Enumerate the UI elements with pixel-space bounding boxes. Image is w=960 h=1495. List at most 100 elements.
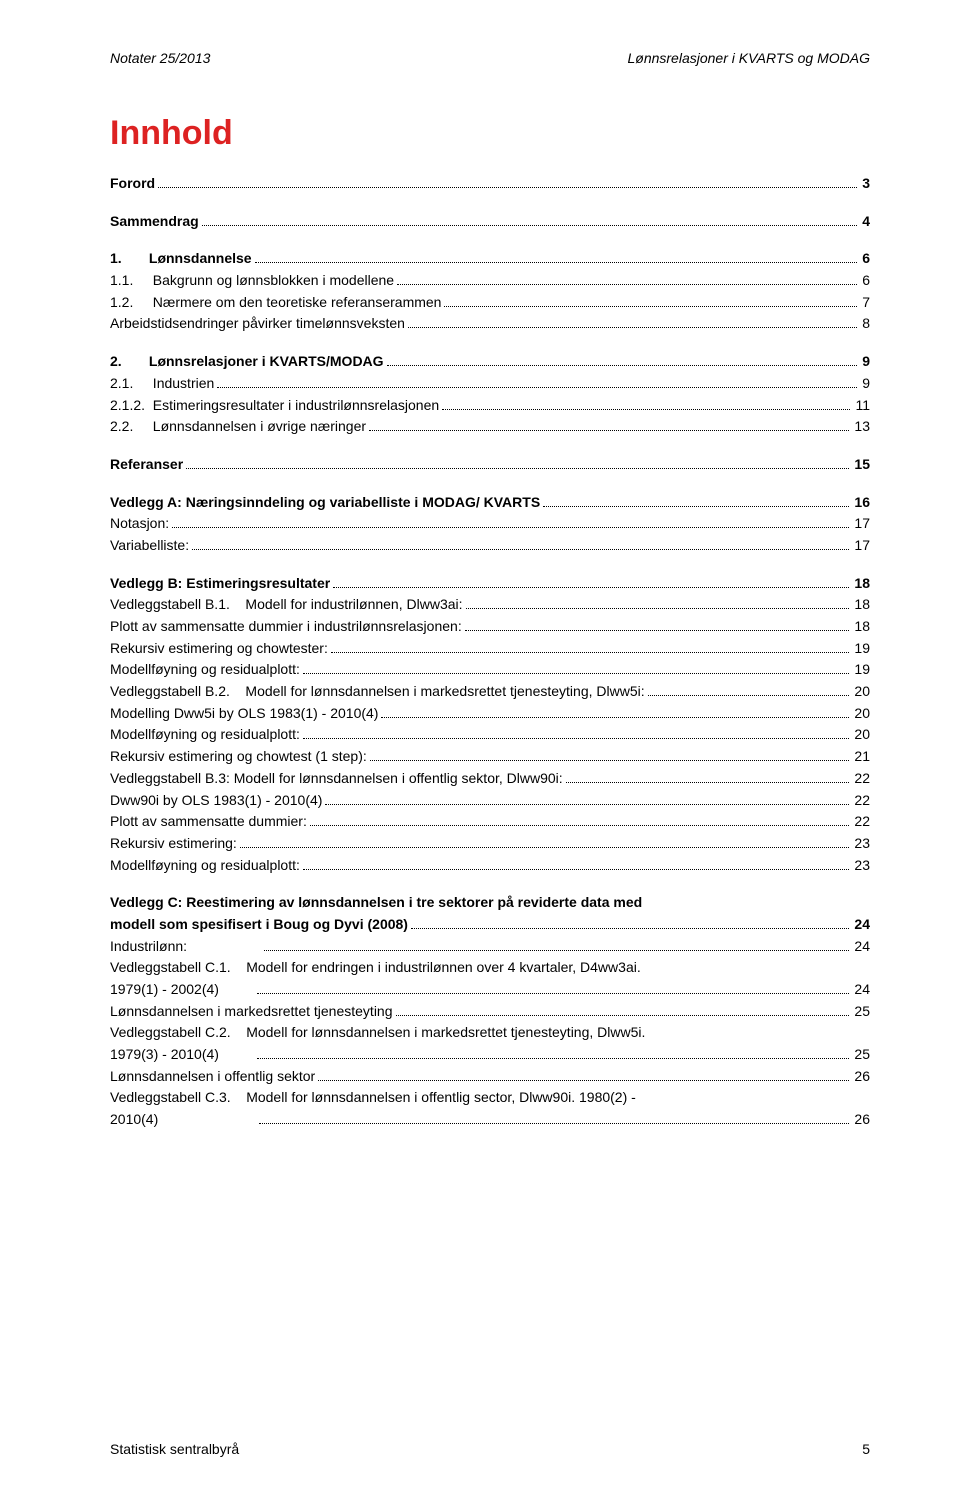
- toc-entry: Vedlegg A: Næringsinndeling og variabell…: [110, 492, 870, 514]
- toc-entry: Rekursiv estimering:23: [110, 833, 870, 855]
- toc-entry-label: Modellføyning og residualplott:: [110, 724, 300, 746]
- toc-leader: [303, 738, 850, 739]
- toc-entry-label: Rekursiv estimering og chowtest (1 step)…: [110, 746, 367, 768]
- toc-entry: Arbeidstidsendringer påvirker timelønnsv…: [110, 313, 870, 335]
- toc-entry-page: 15: [852, 454, 870, 476]
- toc-block: Vedlegg A: Næringsinndeling og variabell…: [110, 492, 870, 557]
- toc-entry-label: 1. Lønnsdannelse: [110, 248, 252, 270]
- toc-entry-page: 25: [852, 1044, 870, 1066]
- toc-entry: 1979(3) - 2010(4) 25: [110, 1044, 870, 1066]
- toc-block: Vedlegg C: Reestimering av lønnsdannelse…: [110, 892, 870, 1131]
- toc-entry-label: Notasjon:: [110, 513, 169, 535]
- toc-entry-label: 1.2. Nærmere om den teoretiske referanse…: [110, 292, 441, 314]
- toc-leader: [303, 673, 850, 674]
- toc-entry-label: Vedlegg A: Næringsinndeling og variabell…: [110, 492, 540, 514]
- toc-entry-page: 4: [860, 211, 870, 233]
- toc-entry: 1979(1) - 2002(4) 24: [110, 979, 870, 1001]
- toc-leader: [543, 506, 849, 507]
- toc-entry-label: Modellføyning og residualplott:: [110, 659, 300, 681]
- table-of-contents: Forord3 Sammendrag4 1. Lønnsdannelse 6 1.1. …: [110, 173, 870, 1131]
- toc-entry: Variabelliste: 17: [110, 535, 870, 557]
- toc-entry: 1.2. Nærmere om den teoretiske referanse…: [110, 292, 870, 314]
- toc-entry-page: 26: [852, 1066, 870, 1088]
- toc-entry-page: 16: [852, 492, 870, 514]
- toc-entry-label: Plott av sammensatte dummier:: [110, 811, 307, 833]
- toc-entry: Vedleggstabell C.2. Modell for lønnsdann…: [110, 1022, 870, 1044]
- toc-entry: Plott av sammensatte dummier:22: [110, 811, 870, 833]
- toc-entry-label: Modelling Dww5i by OLS 1983(1) - 2010(4): [110, 703, 378, 725]
- toc-entry-page: 9: [860, 373, 870, 395]
- toc-entry-label: 1.1. Bakgrunn og lønnsblokken i modellen…: [110, 270, 394, 292]
- footer-left: Statistisk sentralbyrå: [110, 1441, 239, 1457]
- toc-leader: [158, 187, 857, 188]
- toc-entry-label: Vedleggstabell C.3. Modell for lønnsdann…: [110, 1087, 636, 1109]
- toc-entry-label: Dww90i by OLS 1983(1) - 2010(4): [110, 790, 322, 812]
- toc-leader: [465, 630, 850, 631]
- toc-entry: Vedleggstabell B.1. Modell for industril…: [110, 594, 870, 616]
- toc-leader: [333, 587, 849, 588]
- toc-leader: [259, 1123, 850, 1124]
- toc-entry: Vedleggstabell C.1. Modell for endringen…: [110, 957, 870, 979]
- toc-block: 1. Lønnsdannelse 6 1.1. Bakgrunn og lønnsb…: [110, 248, 870, 335]
- toc-entry-label: Plott av sammensatte dummier i industril…: [110, 616, 462, 638]
- toc-entry-page: 20: [852, 681, 870, 703]
- toc-entry-label: Vedleggstabell B.3: Modell for lønnsdann…: [110, 768, 563, 790]
- toc-leader: [396, 1015, 850, 1016]
- toc-leader: [369, 430, 849, 431]
- toc-leader: [318, 1080, 849, 1081]
- header-left: Notater 25/2013: [110, 50, 210, 66]
- toc-entry: Lønnsdannelsen i markedsrettet tjenestey…: [110, 1001, 870, 1023]
- toc-leader: [202, 225, 858, 226]
- toc-leader: [444, 306, 857, 307]
- toc-entry-label: Variabelliste:: [110, 535, 189, 557]
- toc-leader: [257, 993, 849, 994]
- toc-entry-page: 26: [852, 1109, 870, 1131]
- toc-entry-page: 6: [860, 270, 870, 292]
- toc-entry: Rekursiv estimering og chowtest (1 step)…: [110, 746, 870, 768]
- toc-leader: [566, 782, 850, 783]
- toc-entry-label: Lønnsdannelsen i offentlig sektor: [110, 1066, 315, 1088]
- toc-entry-label: Vedleggstabell C.2. Modell for lønnsdann…: [110, 1022, 645, 1044]
- page-header: Notater 25/2013 Lønnsrelasjoner i KVARTS…: [110, 50, 870, 66]
- toc-entry-page: 8: [860, 313, 870, 335]
- toc-leader: [466, 608, 850, 609]
- toc-entry: Referanser 15: [110, 454, 870, 476]
- toc-entry-label: Referanser: [110, 454, 183, 476]
- toc-entry: Vedleggstabell B.3: Modell for lønnsdann…: [110, 768, 870, 790]
- toc-entry: 2.2. Lønnsdannelsen i øvrige næringer13: [110, 416, 870, 438]
- toc-entry-label: Modellføyning og residualplott:: [110, 855, 300, 877]
- toc-entry-page: 24: [852, 914, 870, 936]
- toc-leader: [381, 717, 849, 718]
- toc-entry: 2.1. Industrien9: [110, 373, 870, 395]
- toc-entry-page: 24: [852, 936, 870, 958]
- toc-leader: [331, 652, 850, 653]
- toc-leader: [217, 387, 857, 388]
- toc-entry: Modellføyning og residualplott:23: [110, 855, 870, 877]
- toc-entry-page: 25: [852, 1001, 870, 1023]
- toc-entry: 2010(4) 26: [110, 1109, 870, 1131]
- toc-entry-page: 18: [852, 573, 870, 595]
- toc-entry: Dww90i by OLS 1983(1) - 2010(4)22: [110, 790, 870, 812]
- toc-block: Sammendrag4: [110, 211, 870, 233]
- toc-entry-page: 24: [852, 979, 870, 1001]
- toc-entry: 2. Lønnsrelasjoner i KVARTS/MODAG9: [110, 351, 870, 373]
- toc-entry-page: 18: [852, 594, 870, 616]
- toc-entry: Plott av sammensatte dummier i industril…: [110, 616, 870, 638]
- toc-entry-label: Vedlegg C: Reestimering av lønnsdannelse…: [110, 892, 642, 914]
- toc-entry-label: 1979(1) - 2002(4): [110, 979, 254, 1001]
- toc-leader: [255, 262, 858, 263]
- page: Notater 25/2013 Lønnsrelasjoner i KVARTS…: [0, 0, 960, 1495]
- toc-entry-page: 19: [852, 659, 870, 681]
- toc-leader: [387, 365, 858, 366]
- toc-entry: Modelling Dww5i by OLS 1983(1) - 2010(4)…: [110, 703, 870, 725]
- toc-entry: Forord3: [110, 173, 870, 195]
- toc-entry: Sammendrag4: [110, 211, 870, 233]
- toc-entry: Lønnsdannelsen i offentlig sektor 26: [110, 1066, 870, 1088]
- toc-entry-page: 21: [852, 746, 870, 768]
- toc-entry-label: modell som spesifisert i Boug og Dyvi (2…: [110, 914, 408, 936]
- toc-leader: [172, 527, 849, 528]
- toc-entry-page: 17: [852, 535, 870, 557]
- toc-entry-page: 3: [860, 173, 870, 195]
- toc-entry-label: Industrilønn:: [110, 936, 261, 958]
- toc-entry-page: 17: [852, 513, 870, 535]
